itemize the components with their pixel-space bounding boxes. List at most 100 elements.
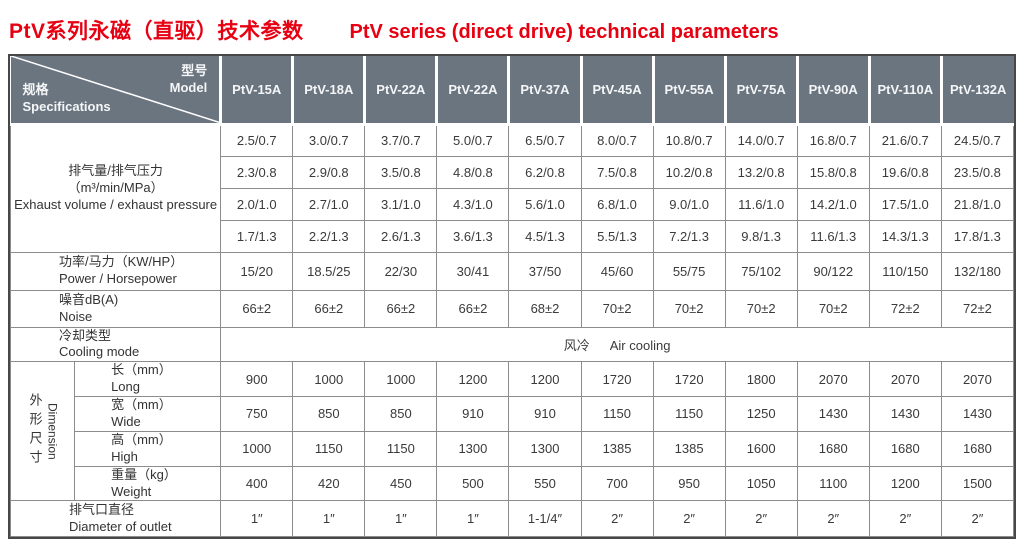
value-cell: 1200 <box>508 361 582 398</box>
corner-model-label: 型号 Model <box>170 63 208 97</box>
value-cell: 17.5/1.0 <box>868 187 942 221</box>
model-header: PtV-75A <box>723 56 799 126</box>
value-cell: 1150 <box>580 396 654 432</box>
dimension-weight-row: 重量（kg） Weight 400 420 450 500 550 700 950 1050 1… <box>11 465 1015 502</box>
power-row: 功率/马力（KW/HP） Power / Horsepower 15/20 18.… <box>9 251 1015 291</box>
power-label-en: Power / Horsepower <box>59 271 177 286</box>
value-cell: 2.3/0.8 <box>220 155 294 189</box>
value-cell: 21.8/1.0 <box>940 187 1015 221</box>
value-cell: 2″ <box>940 500 1015 538</box>
value-cell: 1″ <box>292 500 366 538</box>
value-cell: 3.0/0.7 <box>292 123 366 157</box>
value-cell: 14.0/0.7 <box>724 123 798 157</box>
value-cell: 3.5/0.8 <box>364 155 438 189</box>
value-cell: 9.8/1.3 <box>724 219 798 253</box>
value-cell: 2″ <box>580 500 654 538</box>
value-cell: 4.5/1.3 <box>508 219 582 253</box>
outlet-label: 排气口直径 Diameter of outlet <box>9 500 222 538</box>
value-cell: 7.2/1.3 <box>652 219 726 253</box>
model-header: PtV-22A <box>363 56 439 126</box>
value-cell: 2″ <box>724 500 798 538</box>
exhaust-row-0.8: 2.3/0.8 2.9/0.8 3.5/0.8 4.8/0.8 6.2/0.8 7.5/0… <box>11 155 1015 189</box>
value-cell: 2″ <box>652 500 726 538</box>
exhaust-label: 排气量/排气压力 （m³/min/MPa） Exhaust volume / e… <box>9 123 222 253</box>
value-cell: 30/41 <box>436 251 510 291</box>
value-cell: 3.7/0.7 <box>364 123 438 157</box>
value-cell: 1800 <box>724 361 798 398</box>
dimension-long-row: 外形尺寸 Dimension 长（mm） Long 900 1000 1000 120… <box>9 361 1015 502</box>
page-title-en: PtV series (direct drive) technical para… <box>349 21 779 43</box>
value-cell: 17.8/1.3 <box>940 219 1015 253</box>
value-cell: 66±2 <box>436 289 510 328</box>
dim-long-label: 长（mm） Long <box>74 361 222 398</box>
value-cell: 24.5/0.7 <box>940 123 1015 157</box>
value-cell: 1430 <box>796 396 870 432</box>
exhaust-label-unit: （m³/min/MPa） <box>67 180 164 196</box>
value-cell: 1430 <box>868 396 942 432</box>
value-cell: 550 <box>508 465 582 502</box>
value-cell: 70±2 <box>580 289 654 328</box>
value-cell: 1680 <box>796 430 870 467</box>
value-cell: 14.3/1.3 <box>868 219 942 253</box>
value-cell: 37/50 <box>508 251 582 291</box>
value-cell: 1385 <box>580 430 654 467</box>
model-header-row: 型号 Model 规格 Specifications PtV-15A PtV-18… <box>10 56 1014 126</box>
dim-weight-label: 重量（kg） Weight <box>74 465 222 502</box>
value-cell: 10.2/0.8 <box>652 155 726 189</box>
value-cell: 72±2 <box>940 289 1015 328</box>
dim-wide-label-cn: 宽（mm） <box>111 397 172 413</box>
value-cell: 16.8/0.7 <box>796 123 870 157</box>
cooling-value-cn: 风冷 <box>563 337 590 353</box>
value-cell: 2″ <box>868 500 942 538</box>
spec-table: 型号 Model 规格 Specifications PtV-15A PtV-18… <box>9 56 1015 538</box>
value-cell: 70±2 <box>796 289 870 328</box>
value-cell: 23.5/0.8 <box>940 155 1015 189</box>
value-cell: 2.5/0.7 <box>220 123 294 157</box>
dim-weight-label-cn: 重量（kg） <box>111 466 177 482</box>
model-header: PtV-15A <box>219 56 295 126</box>
value-cell: 3.1/1.0 <box>364 187 438 221</box>
dim-long-label-cn: 长（mm） <box>111 362 172 378</box>
value-cell: 66±2 <box>292 289 366 328</box>
dim-weight-label-en: Weight <box>111 483 152 499</box>
model-header: PtV-90A <box>795 56 871 126</box>
dimension-high-row: 高（mm） High 1000 1150 1150 1300 1300 1385 1385 1… <box>11 430 1015 467</box>
value-cell: 75/102 <box>724 251 798 291</box>
value-cell: 1150 <box>652 396 726 432</box>
value-cell: 850 <box>364 396 438 432</box>
value-cell: 10.8/0.7 <box>652 123 726 157</box>
model-header: PtV-45A <box>579 56 655 126</box>
value-cell: 110/150 <box>868 251 942 291</box>
power-label-cn: 功率/马力（KW/HP） <box>59 254 184 270</box>
value-cell: 1300 <box>508 430 582 467</box>
corner-spec-label: 规格 Specifications <box>23 82 111 116</box>
parameters-table: 型号 Model 规格 Specifications PtV-15A PtV-18… <box>8 54 1016 540</box>
value-cell: 1150 <box>292 430 366 467</box>
value-cell: 1680 <box>868 430 942 467</box>
cooling-row: 冷却类型 Cooling mode 风冷 Air cooling <box>9 326 1014 363</box>
value-cell: 950 <box>652 465 726 502</box>
value-cell: 66±2 <box>364 289 438 328</box>
exhaust-label-en: Exhaust volume / exhaust pressure <box>14 196 218 212</box>
value-cell: 68±2 <box>508 289 582 328</box>
value-cell: 2070 <box>940 361 1015 398</box>
value-cell: 4.3/1.0 <box>436 187 510 221</box>
noise-row: 噪音dB(A) Noise 66±2 66±2 66±2 66±2 68±2 70±2 70… <box>9 289 1015 328</box>
value-cell: 72±2 <box>868 289 942 328</box>
value-cell: 1050 <box>724 465 798 502</box>
value-cell: 1600 <box>724 430 798 467</box>
value-cell: 2.2/1.3 <box>292 219 366 253</box>
value-cell: 132/180 <box>940 251 1015 291</box>
value-cell: 750 <box>220 396 294 432</box>
outlet-label-cn: 排气口直径 <box>69 502 135 518</box>
value-cell: 13.2/0.8 <box>724 155 798 189</box>
cooling-value-en: Air cooling <box>609 337 671 353</box>
outlet-row: 排气口直径 Diameter of outlet 1″ 1″ 1″ 1″ 1-1/4″ 2… <box>9 500 1015 538</box>
diagonal-divider <box>11 56 220 123</box>
dim-high-label: 高（mm） High <box>74 430 222 467</box>
dimension-group-label: 外形尺寸 Dimension <box>9 361 76 502</box>
value-cell: 2.7/1.0 <box>292 187 366 221</box>
model-header: PtV-55A <box>651 56 727 126</box>
value-cell: 90/122 <box>796 251 870 291</box>
